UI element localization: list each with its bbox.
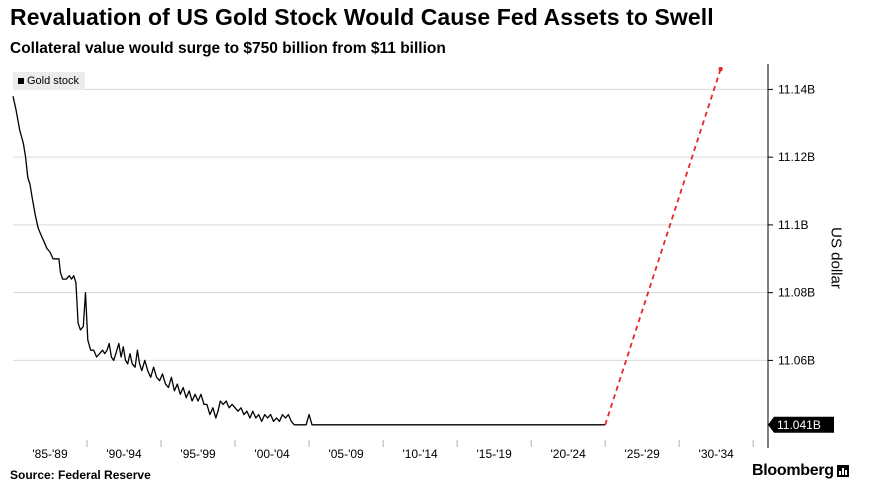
x-tick-label: '30-'34 (699, 447, 735, 461)
x-tick-label: '15-'19 (476, 447, 512, 461)
chart-subtitle: Collateral value would surge to $750 bil… (10, 40, 446, 57)
y-tick-label: 11.08B (778, 286, 815, 300)
x-tick-label: '85-'89 (32, 447, 68, 461)
series-line-gold-stock (12, 96, 606, 426)
x-tick-label: '10-'14 (402, 447, 438, 461)
chart-legend: Gold stock (13, 72, 85, 90)
last-value-tag (768, 416, 834, 433)
x-tick-label: '90-'94 (106, 447, 142, 461)
x-axis: '85-'89 '90-'94 '95-'99 '00-'04 '05-'09 '10-'… (32, 440, 754, 461)
last-value-label: 11.041B (777, 418, 821, 432)
legend-swatch-gold-stock (18, 78, 24, 84)
last-value-marker: 11.041B (768, 416, 834, 433)
x-tick-label: '20-'24 (551, 447, 587, 461)
legend-label-gold-stock: Gold stock (27, 75, 79, 87)
bloomberg-logo: Bloomberg (752, 462, 849, 480)
x-tick-label: '05-'09 (328, 447, 364, 461)
chart-grid (13, 88, 768, 361)
y-axis: 11.06B 11.08B 11.1B 11.12B 11.14B (767, 64, 815, 448)
y-tick-label: 11.06B (778, 353, 815, 367)
source-note: Source: Federal Reserve (10, 468, 151, 482)
y-tick-label: 11.14B (778, 82, 815, 96)
x-tick-label: '95-'99 (180, 447, 216, 461)
x-tick-label: '00-'04 (254, 447, 290, 461)
y-tick-label: 11.1B (778, 218, 808, 232)
bloomberg-terminal-icon (836, 465, 849, 477)
bloomberg-wordmark: Bloomberg (752, 462, 834, 479)
projection-line (604, 68, 722, 426)
chart-title: Revaluation of US Gold Stock Would Cause… (10, 4, 714, 30)
y-axis-label: US dollar (827, 227, 845, 289)
projection-end-point (718, 66, 723, 72)
x-tick-label: '25-'29 (625, 447, 661, 461)
y-tick-label: 11.12B (778, 150, 815, 164)
chart-series (12, 66, 723, 426)
